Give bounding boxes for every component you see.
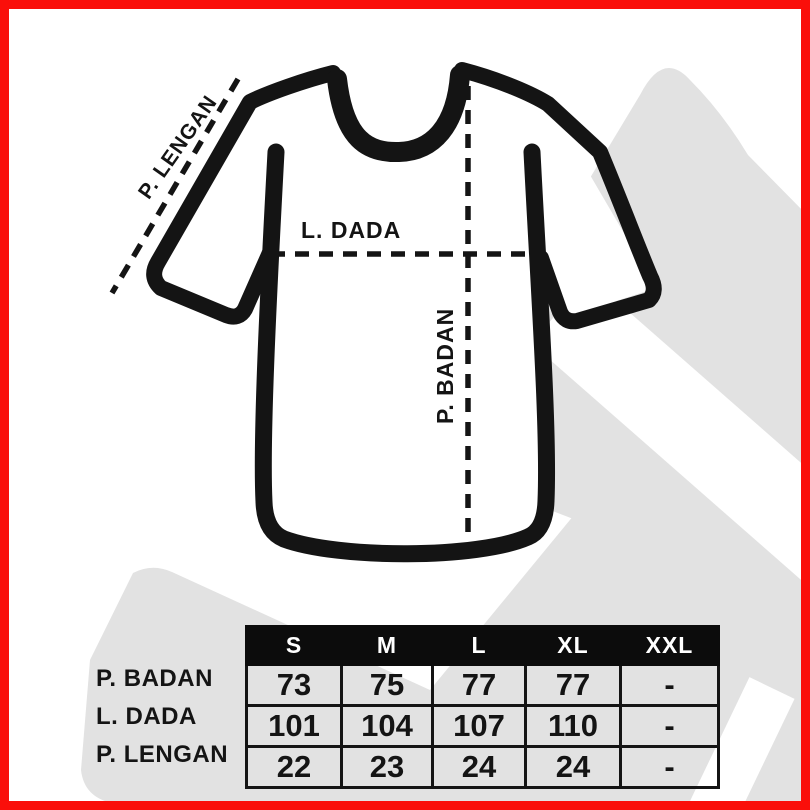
- right-sleeve-fill: [462, 70, 656, 317]
- row-label-chest-width: L. DADA: [96, 703, 197, 730]
- column-header-xxl: XXL: [619, 625, 720, 666]
- table-cell: 73: [245, 663, 343, 707]
- table-cell: 101: [245, 704, 343, 748]
- table-cell: 104: [340, 704, 434, 748]
- table-cell: 24: [431, 745, 527, 789]
- table-row: 22 23 24 24 -: [245, 745, 720, 789]
- column-header-m: M: [340, 625, 434, 666]
- size-table: S M L XL XXL 73 75 77 77 - 101 104 107 1…: [245, 625, 720, 789]
- body-length-label: P. BADAN: [432, 307, 458, 424]
- table-cell: -: [619, 745, 720, 789]
- table-row: 73 75 77 77 -: [245, 663, 720, 707]
- left-sleeve-edge: [146, 65, 341, 325]
- size-table-header-row: S M L XL XXL: [245, 625, 720, 666]
- left-sleeve-fill: [156, 73, 333, 317]
- body-trunk: [254, 143, 556, 563]
- right-sleeve-edge: [454, 62, 662, 330]
- column-header-s: S: [245, 625, 343, 666]
- row-label-body-length: P. BADAN: [96, 665, 213, 692]
- size-table-row-labels: P. BADAN L. DADA P. LENGAN: [96, 660, 228, 774]
- table-cell: -: [619, 704, 720, 748]
- table-cell: 24: [524, 745, 622, 789]
- table-cell: -: [619, 663, 720, 707]
- chest-width-label: L. DADA: [301, 217, 402, 243]
- table-row: 101 104 107 110 -: [245, 704, 720, 748]
- table-cell: 107: [431, 704, 527, 748]
- table-cell: 75: [340, 663, 434, 707]
- column-header-l: L: [431, 625, 527, 666]
- table-cell: 23: [340, 745, 434, 789]
- column-header-xl: XL: [524, 625, 622, 666]
- table-cell: 77: [431, 663, 527, 707]
- table-cell: 22: [245, 745, 343, 789]
- watermark-gap-notch: [685, 677, 795, 810]
- sleeve-measure-line: [109, 77, 241, 295]
- table-cell: 77: [524, 663, 622, 707]
- collar-neckline: [327, 65, 470, 163]
- watermark-gap-band: [530, 276, 810, 588]
- measure-lines: [109, 77, 543, 540]
- row-label-sleeve-length: P. LENGAN: [96, 741, 229, 768]
- table-cell: 110: [524, 704, 622, 748]
